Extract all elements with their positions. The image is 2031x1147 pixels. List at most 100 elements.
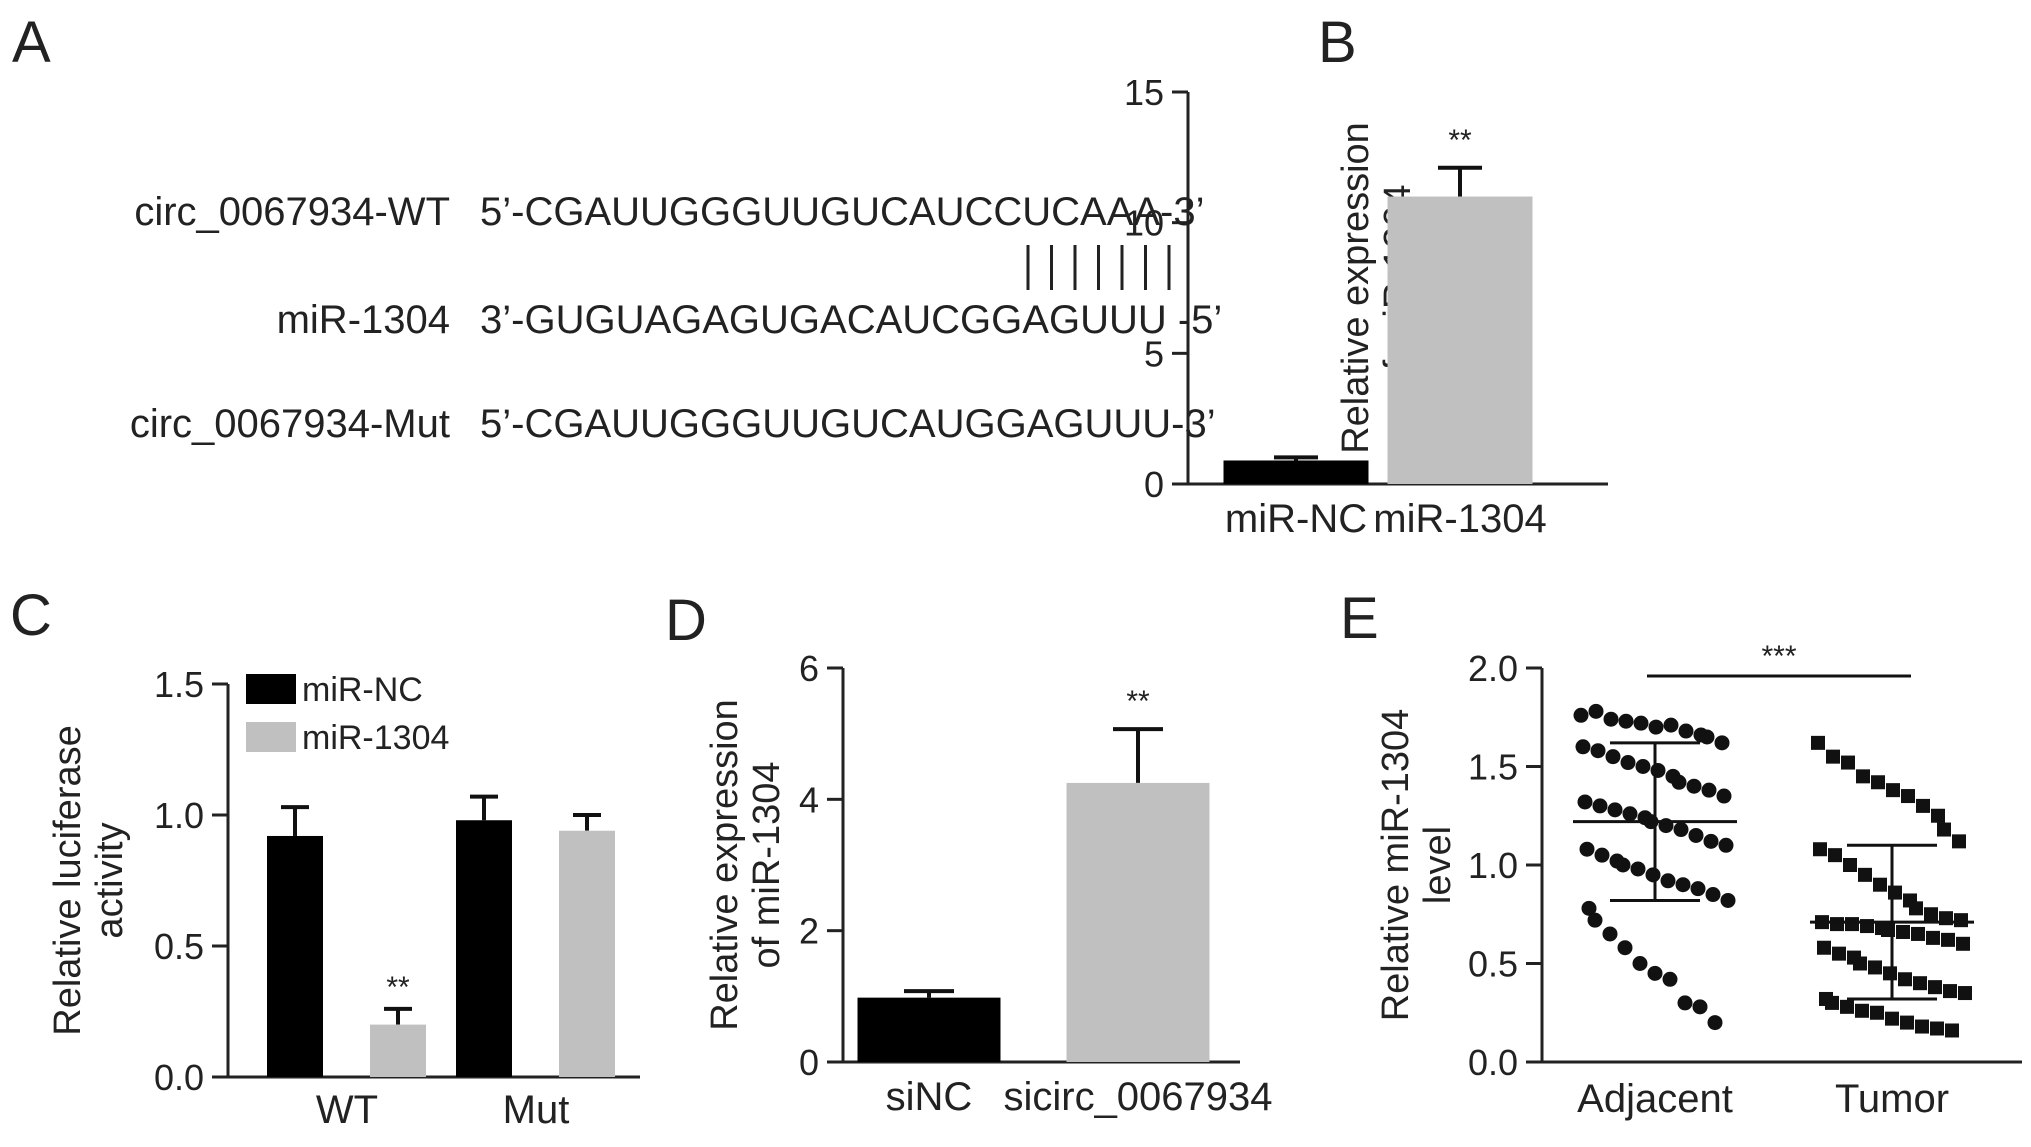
mir-label: miR-1304 bbox=[277, 298, 450, 342]
data-point bbox=[1956, 936, 1970, 951]
data-point bbox=[1678, 723, 1694, 739]
data-point bbox=[1841, 755, 1855, 770]
data-point bbox=[1853, 956, 1867, 971]
y-tick-label: 5 bbox=[1144, 333, 1164, 374]
data-point bbox=[1648, 719, 1664, 735]
data-point bbox=[1573, 707, 1589, 723]
data-point bbox=[1898, 972, 1912, 987]
data-point bbox=[1617, 940, 1633, 956]
data-point bbox=[1671, 774, 1687, 790]
bar bbox=[1223, 460, 1369, 484]
panel-label-a: A bbox=[12, 10, 51, 75]
data-point bbox=[1883, 966, 1897, 981]
panel-label-c: C bbox=[10, 583, 52, 648]
bar bbox=[559, 830, 615, 1077]
data-point bbox=[1871, 775, 1885, 790]
x-category-label: Tumor bbox=[1835, 1077, 1949, 1121]
data-point bbox=[1943, 984, 1957, 999]
data-point bbox=[1699, 729, 1715, 745]
data-point bbox=[1622, 806, 1638, 822]
data-point bbox=[1645, 867, 1661, 883]
data-point bbox=[1958, 986, 1972, 1001]
data-point bbox=[1901, 789, 1915, 804]
x-category-label: miR-NC bbox=[1225, 497, 1367, 541]
y-tick-label: 2.0 bbox=[1468, 648, 1518, 689]
y-axis-title-line: Relative miR-1304 bbox=[1375, 709, 1417, 1022]
y-axis-title-line: Relative luciferase bbox=[47, 725, 89, 1035]
data-point bbox=[1832, 946, 1846, 961]
data-point bbox=[1868, 960, 1882, 975]
data-point bbox=[1618, 713, 1634, 729]
y-tick-label: 0 bbox=[1144, 464, 1164, 505]
bar bbox=[267, 835, 323, 1077]
data-point bbox=[1840, 999, 1854, 1014]
significance-mark: ** bbox=[1126, 685, 1150, 718]
data-point bbox=[1828, 848, 1842, 863]
data-point bbox=[1924, 907, 1938, 922]
data-point bbox=[1916, 798, 1930, 813]
y-tick-label: 1.0 bbox=[1468, 845, 1518, 886]
chart-c: 0.0 0.5 1.0 1.5 Relative luciferaseactivity *… bbox=[47, 664, 640, 1132]
data-point bbox=[1677, 995, 1693, 1011]
data-point bbox=[1858, 867, 1872, 882]
data-point bbox=[1605, 749, 1621, 765]
data-point bbox=[1720, 892, 1736, 908]
data-point bbox=[1941, 932, 1955, 947]
data-point bbox=[1650, 762, 1666, 778]
data-point bbox=[1607, 802, 1623, 818]
panel-label-b: B bbox=[1318, 10, 1357, 75]
data-point bbox=[1909, 901, 1923, 916]
y-tick-label: 1.0 bbox=[154, 795, 204, 836]
bar bbox=[857, 997, 1001, 1062]
data-point bbox=[1811, 735, 1825, 750]
data-point bbox=[1575, 739, 1591, 755]
y-tick-label: 0 bbox=[799, 1042, 819, 1083]
data-point bbox=[1915, 1019, 1929, 1034]
data-point bbox=[1581, 900, 1597, 916]
data-point bbox=[1615, 857, 1631, 873]
y-axis-title: Relative expressionof miR-1304 bbox=[704, 699, 788, 1031]
data-point bbox=[1594, 847, 1610, 863]
data-point bbox=[1592, 798, 1608, 814]
y-axis-title-line: of miR-1304 bbox=[746, 762, 788, 969]
significance-mark: ** bbox=[386, 971, 410, 1004]
data-point bbox=[1714, 735, 1730, 751]
y-tick-label: 2 bbox=[799, 911, 819, 952]
significance-mark: *** bbox=[1761, 640, 1796, 673]
y-tick-label: 10 bbox=[1124, 203, 1164, 244]
data-point bbox=[1928, 980, 1942, 995]
data-point bbox=[1703, 833, 1719, 849]
panel-a-alignment: circ_0067934-WT 5’-CGAUUGGGUUGUCAUCCUCAA… bbox=[130, 190, 1223, 446]
data-point bbox=[1885, 1011, 1899, 1026]
data-point bbox=[1954, 913, 1968, 928]
data-point bbox=[1856, 769, 1870, 784]
y-tick-label: 0.5 bbox=[154, 926, 204, 967]
data-point bbox=[1579, 841, 1595, 857]
data-point bbox=[1630, 861, 1646, 877]
data-point bbox=[1886, 783, 1900, 798]
legend-swatch bbox=[246, 722, 296, 752]
data-point bbox=[1716, 788, 1732, 804]
bar bbox=[370, 1024, 426, 1077]
data-point bbox=[1602, 926, 1618, 942]
data-point bbox=[1913, 976, 1927, 991]
data-point bbox=[1692, 999, 1708, 1015]
panel-label-d: D bbox=[665, 588, 707, 653]
data-point bbox=[1930, 1021, 1944, 1036]
y-tick-label: 6 bbox=[799, 648, 819, 689]
data-point bbox=[1686, 778, 1702, 794]
bar bbox=[456, 820, 512, 1077]
significance-mark: ** bbox=[1448, 124, 1472, 157]
legend-label: miR-1304 bbox=[302, 719, 449, 757]
data-point bbox=[1718, 837, 1734, 853]
data-point bbox=[1587, 912, 1603, 928]
legend-label: miR-NC bbox=[302, 671, 423, 709]
data-point bbox=[1675, 877, 1691, 893]
y-tick-label: 0.0 bbox=[154, 1057, 204, 1098]
data-point bbox=[1662, 971, 1678, 987]
mut-sequence: 5’-CGAUUGGGUUGUCAUGGAGUUU-3’ bbox=[480, 402, 1216, 446]
mut-label: circ_0067934-Mut bbox=[130, 402, 450, 446]
